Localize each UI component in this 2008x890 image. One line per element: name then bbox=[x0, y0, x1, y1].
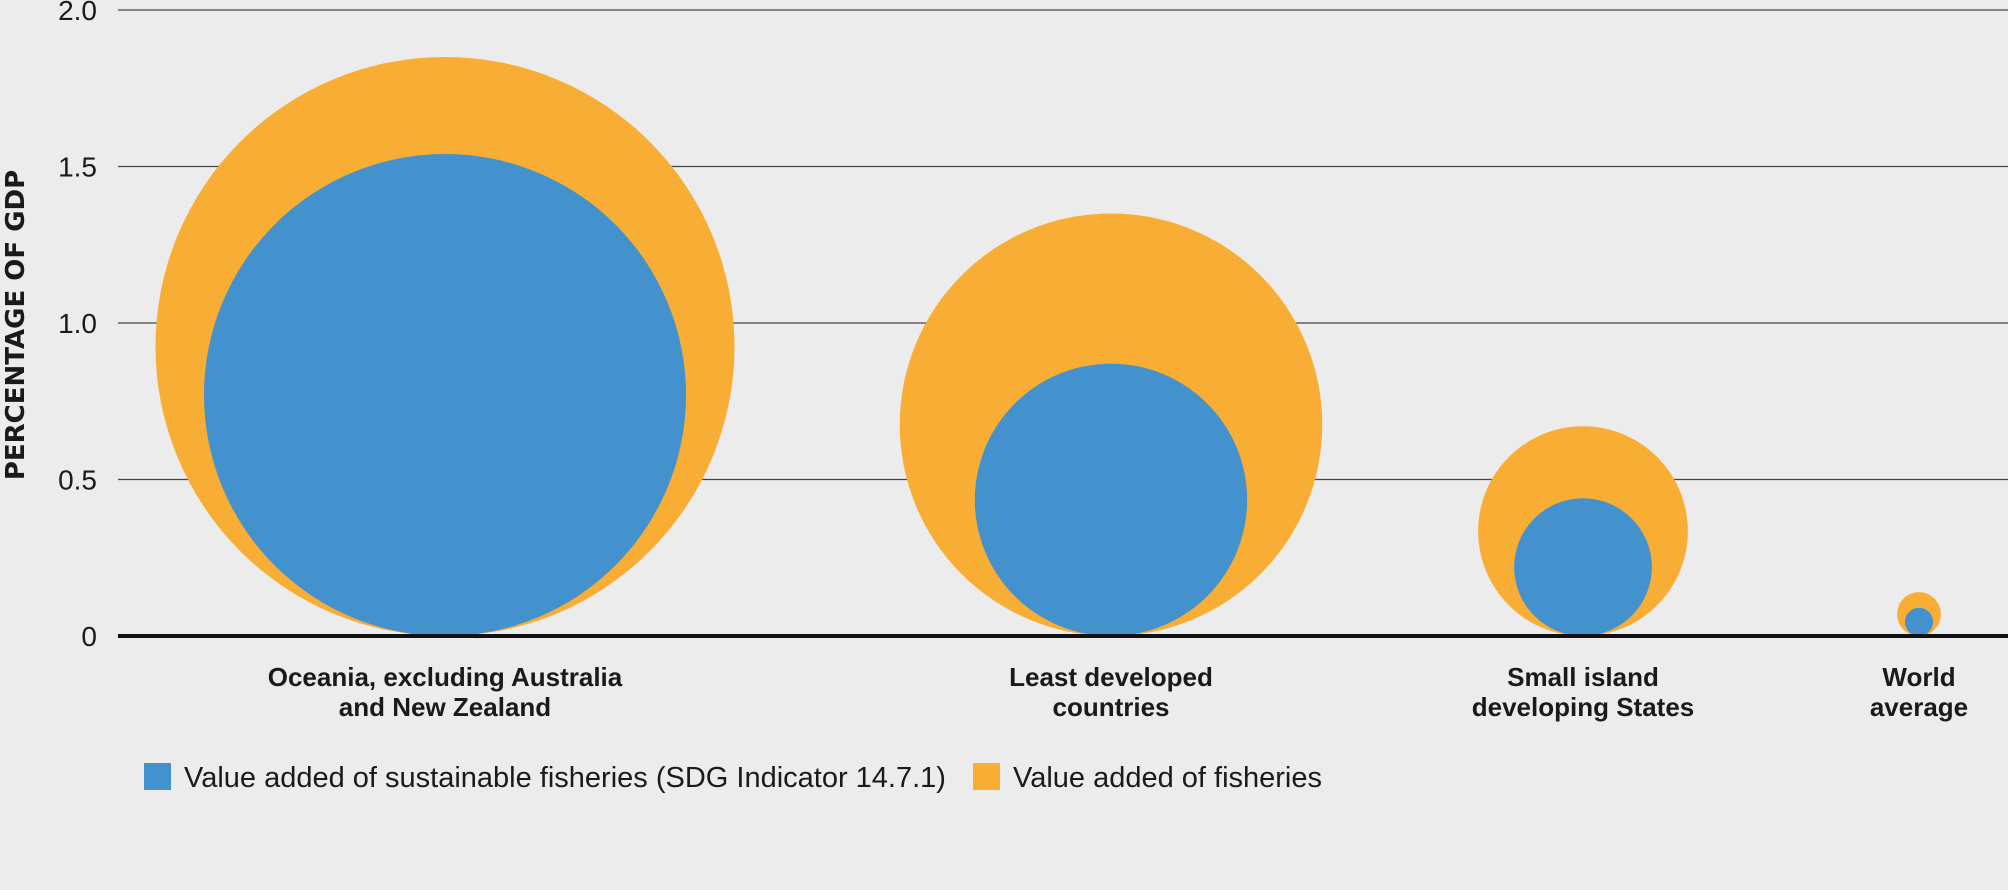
category-label: Least developed countries bbox=[1009, 662, 1213, 722]
category-label-line: developing States bbox=[1472, 692, 1695, 722]
category-label-line: Oceania, excluding Australia bbox=[268, 662, 623, 692]
category-label-line: Least developed bbox=[1009, 662, 1213, 692]
bubble-layer bbox=[155, 56, 1941, 637]
category-label: Oceania, excluding Australia and New Zeal… bbox=[268, 662, 623, 722]
category-labels: Oceania, excluding Australia and New Zeal… bbox=[268, 662, 1968, 722]
legend: Value added of sustainable fisheries (SD… bbox=[144, 762, 1322, 794]
y-tick-label: 1.5 bbox=[58, 152, 97, 183]
category-label-line: World bbox=[1882, 662, 1955, 692]
bubble-sustainable-fisheries-2 bbox=[1514, 498, 1652, 636]
legend-swatch bbox=[144, 763, 171, 790]
bubble-sustainable-fisheries-1 bbox=[974, 363, 1248, 636]
bubble-sustainable-fisheries-3 bbox=[1904, 607, 1934, 636]
axis-layer: 0 0.5 1.0 1.5 2.0 bbox=[58, 0, 2008, 652]
category-label-line: and New Zealand bbox=[339, 692, 551, 722]
legend-swatch bbox=[973, 763, 1000, 790]
bubble-sustainable-fisheries-0 bbox=[203, 153, 687, 637]
category-label-line: Small island bbox=[1507, 662, 1659, 692]
legend-label: Value added of sustainable fisheries (SD… bbox=[184, 762, 946, 794]
y-tick-label: 0.5 bbox=[58, 465, 97, 496]
category-label-line: average bbox=[1870, 692, 1968, 722]
category-label-line: countries bbox=[1052, 692, 1169, 722]
y-tick-label: 1.0 bbox=[58, 308, 97, 339]
y-tick-label: 0 bbox=[81, 621, 97, 652]
legend-label: Value added of fisheries bbox=[1013, 762, 1322, 794]
y-tick-label: 2.0 bbox=[58, 0, 97, 26]
category-label: World average bbox=[1870, 662, 1968, 722]
category-label: Small island developing States bbox=[1472, 662, 1695, 722]
y-axis-title: PERCENTAGE OF GDP bbox=[1, 170, 31, 480]
